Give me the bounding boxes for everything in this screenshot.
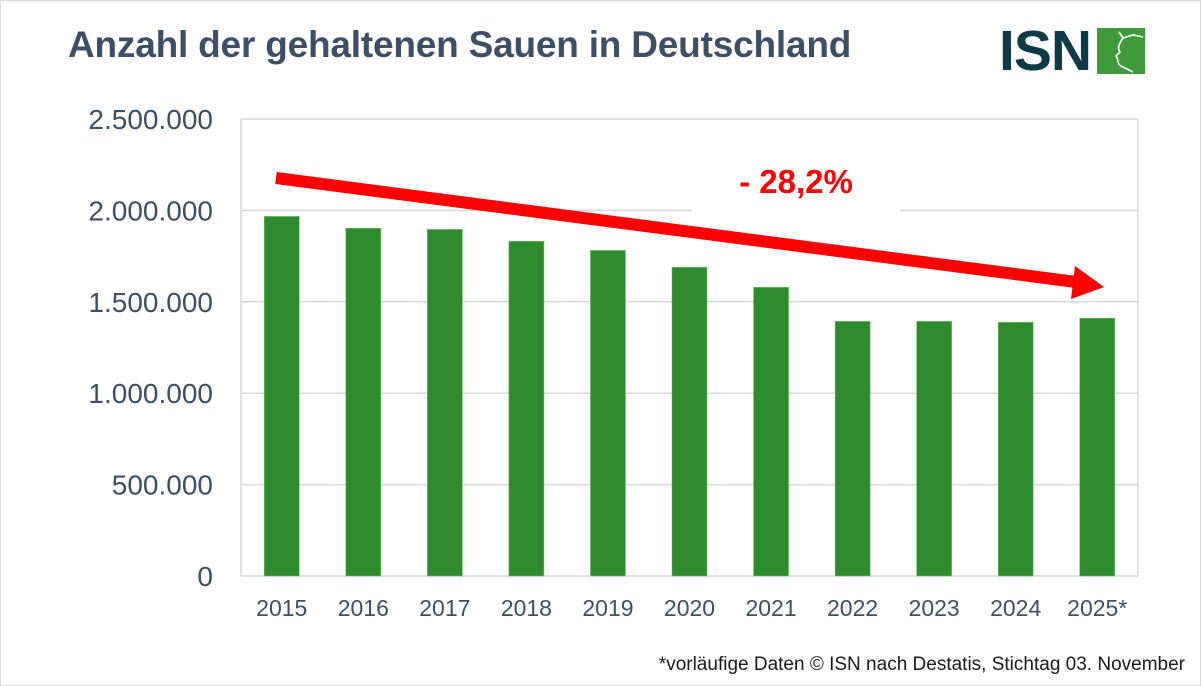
bar-2018 (508, 240, 545, 577)
bar-2017 (427, 229, 463, 577)
x-tick-label: 2024 (990, 595, 1041, 621)
x-tick-label: 2015 (256, 595, 307, 621)
x-tick-label: 2022 (827, 595, 878, 621)
x-tick-label: 2019 (582, 595, 633, 621)
bar-2019 (590, 250, 626, 577)
x-tick-label: 2025* (1067, 595, 1127, 621)
x-tick-label: 2023 (909, 595, 960, 621)
annotation-background (692, 160, 900, 220)
x-tick-label: 2016 (338, 595, 389, 621)
y-tick-label: 2.500.000 (88, 104, 213, 135)
bar-2021 (753, 287, 789, 577)
x-tick-label: 2020 (664, 595, 715, 621)
y-tick-label: 0 (197, 561, 213, 592)
bar-2022 (834, 321, 871, 577)
x-tick-label: 2018 (501, 595, 552, 621)
x-tick-label: 2021 (745, 595, 796, 621)
bar-2015 (263, 216, 300, 577)
bars (263, 216, 1116, 577)
y-tick-label: 2.000.000 (88, 195, 213, 226)
bar-2024 (997, 321, 1034, 577)
logo-text: ISN (999, 19, 1092, 83)
y-tick-label: 500.000 (112, 470, 213, 501)
bar-2025 (1079, 317, 1116, 577)
x-tick-label: 2017 (419, 595, 470, 621)
bar-2020 (671, 266, 708, 577)
percent-change-label: - 28,2% (739, 163, 853, 200)
trend-arrow-shaft (275, 172, 1077, 288)
footnote-source: *vorläufige Daten © ISN nach Destatis, S… (658, 654, 1185, 675)
trend-arrow-head (1071, 266, 1104, 299)
bar-2023 (916, 321, 952, 577)
isn-logo: ISN (999, 19, 1146, 83)
bar-2016 (345, 228, 382, 577)
x-axis-ticks: 2015 2016 2017 2018 2019 2020 2021 2022 2023 2024… (256, 595, 1127, 621)
pig-icon (1097, 28, 1146, 74)
chart-title: Anzahl der gehaltenen Sauen in Deutschla… (68, 24, 852, 65)
y-tick-label: 1.000.000 (88, 378, 213, 409)
y-tick-label: 1.500.000 (88, 287, 213, 318)
annotation-layer: - 28,2% (275, 160, 1104, 299)
y-axis-ticks: 0 500.000 1.000.000 1.500.000 2.000.000 2.500… (88, 104, 213, 592)
